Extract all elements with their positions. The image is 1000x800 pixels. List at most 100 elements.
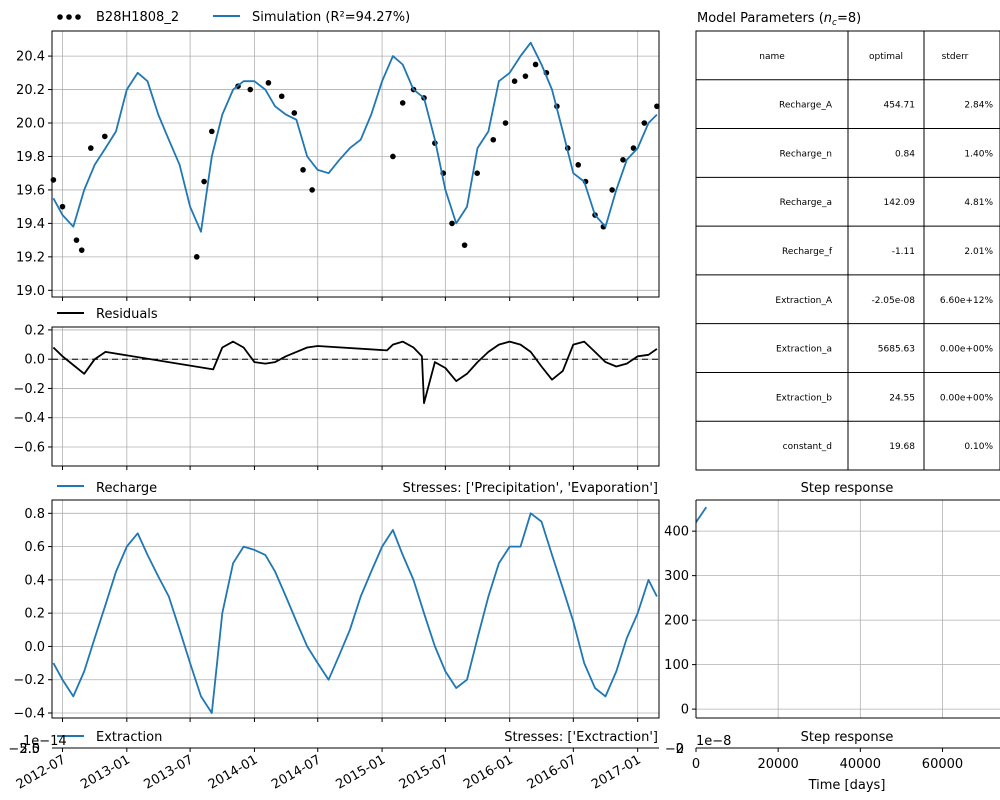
observation-point <box>88 145 94 151</box>
y-tick-label: 0.0 <box>24 640 45 655</box>
observation-point <box>575 162 582 168</box>
table-header-cell: stderr <box>942 52 969 62</box>
series-line <box>52 512 658 714</box>
observation-point <box>390 153 396 160</box>
y-tick-label: 300 <box>664 569 689 584</box>
table-header-cell: name <box>759 52 785 62</box>
table-cell-stderr: 2.01% <box>964 247 993 257</box>
table-cell-optimal: 142.09 <box>884 198 916 208</box>
x-tick-label: 2015-01 <box>334 752 389 792</box>
observation-point <box>193 254 200 260</box>
x-tick-label: 2013-01 <box>78 752 133 792</box>
table-cell-stderr: 2.84% <box>964 101 993 111</box>
table-cell-name: Extraction_A <box>775 296 832 306</box>
observation-point <box>309 187 315 193</box>
y-tick-label: 100 <box>664 658 689 673</box>
y-tick-label: 20.0 <box>16 117 45 132</box>
legend-simulation-label: Simulation (R²=94.27%) <box>252 10 410 25</box>
y-tick-label: −0.2 <box>13 673 45 688</box>
table-cell-optimal: 454.71 <box>884 101 916 111</box>
step-response-line <box>695 506 708 523</box>
legend-residuals-label: Residuals <box>96 307 158 322</box>
y-tick-label: 20.2 <box>16 83 45 98</box>
observation-point <box>630 145 637 151</box>
observation-point <box>641 120 648 126</box>
observation-point <box>511 78 518 84</box>
y-tick-label: 0 <box>681 703 689 718</box>
observation-point <box>59 203 66 210</box>
y-tick-label: 0.0 <box>24 353 45 368</box>
observation-point <box>50 177 57 183</box>
recharge-stress-title: Stresses: ['Precipitation', 'Evaporation… <box>403 481 659 496</box>
series-line <box>52 41 658 233</box>
table-cell-name: Extraction_b <box>776 393 832 403</box>
table-cell-stderr: 0.10% <box>964 442 993 452</box>
table-cell-optimal: 0.84 <box>895 149 915 159</box>
x-tick-label: 40000 <box>840 757 881 772</box>
extraction-stress-title: Stresses: ['Exctraction'] <box>504 730 658 745</box>
extraction-legend: Extraction Stresses: ['Exctraction'] −2.… <box>8 730 658 757</box>
recharge-legend: Recharge Stresses: ['Precipitation', 'Ev… <box>57 481 658 496</box>
head-legend: B28H1808_2 Simulation (R²=94.27%) <box>57 10 410 25</box>
y-tick-label: −0.6 <box>13 440 45 455</box>
x-tick-label: 60000 <box>922 757 963 772</box>
table-cell-name: Recharge_f <box>782 247 833 257</box>
extraction-ytick-label: 5.0 <box>19 742 40 757</box>
table-cell-stderr: 1.40% <box>964 149 993 159</box>
series-line <box>52 340 658 405</box>
y-tick-label: −0.4 <box>13 707 45 722</box>
extraction-offset-label: 1e−14 <box>23 734 67 749</box>
legend-recharge-label: Recharge <box>96 481 157 496</box>
table-cell-stderr: 0.00e+00% <box>940 345 994 355</box>
table-cell-optimal: -2.05e-08 <box>871 296 915 306</box>
y-tick-label: 19.2 <box>16 250 45 265</box>
table-header-cell: optimal <box>869 52 903 62</box>
y-tick-label: 0.6 <box>24 540 45 555</box>
step-extraction-offset-label: 1e−8 <box>696 734 731 749</box>
table-cell-name: Recharge_a <box>780 198 832 208</box>
extraction-ytick-label: −2.5 <box>8 742 40 757</box>
observation-point <box>654 103 660 110</box>
panel-frame <box>51 499 660 719</box>
observation-point <box>265 80 272 86</box>
observation-point <box>609 187 615 193</box>
y-tick-label: 200 <box>664 614 689 629</box>
x-tick-label: 2012-07 <box>14 752 69 792</box>
y-tick-label: 19.8 <box>16 150 45 165</box>
observation-point <box>490 136 497 143</box>
step-response-title: Step response <box>801 481 894 496</box>
y-tick-label: −0.4 <box>13 411 45 426</box>
table-cell-name: constant_d <box>783 442 832 452</box>
x-tick-label: 2014-01 <box>206 752 261 792</box>
observation-point <box>201 178 207 185</box>
x-tick-label: 20000 <box>757 757 798 772</box>
x-tick-label: 2013-07 <box>142 752 197 792</box>
step-extraction-ytick-label: −2 <box>665 742 684 757</box>
step-response-title: Step response <box>801 730 894 745</box>
residuals-legend: Residuals <box>57 307 158 322</box>
x-tick-label: 0 <box>692 757 700 772</box>
y-tick-label: 19.4 <box>16 217 45 232</box>
table-cell-stderr: 0.00e+00% <box>940 393 994 403</box>
params-table-title: Model Parameters (nc=8) <box>697 11 861 28</box>
y-tick-label: 0.8 <box>24 507 45 522</box>
legend-extraction-label: Extraction <box>96 730 162 745</box>
y-tick-label: 20.4 <box>16 50 45 65</box>
panel-frame <box>51 326 660 467</box>
table-cell-name: Recharge_A <box>779 101 833 111</box>
observation-point <box>620 157 626 163</box>
table-cell-stderr: 4.81% <box>964 198 993 208</box>
observation-point <box>522 73 529 79</box>
x-tick-label: 2017-01 <box>589 752 644 792</box>
observation-point <box>502 120 509 126</box>
table-cell-name: Extraction_a <box>776 345 832 355</box>
y-tick-label: 0.2 <box>24 607 45 622</box>
x-tick-label: 2016-01 <box>461 752 516 792</box>
observation-point <box>449 220 455 227</box>
y-tick-label: −0.2 <box>13 382 45 397</box>
legend-observed-label: B28H1808_2 <box>96 10 179 25</box>
x-tick-label: 2015-07 <box>397 752 452 792</box>
observation-point <box>461 242 468 248</box>
observation-point <box>208 128 215 135</box>
